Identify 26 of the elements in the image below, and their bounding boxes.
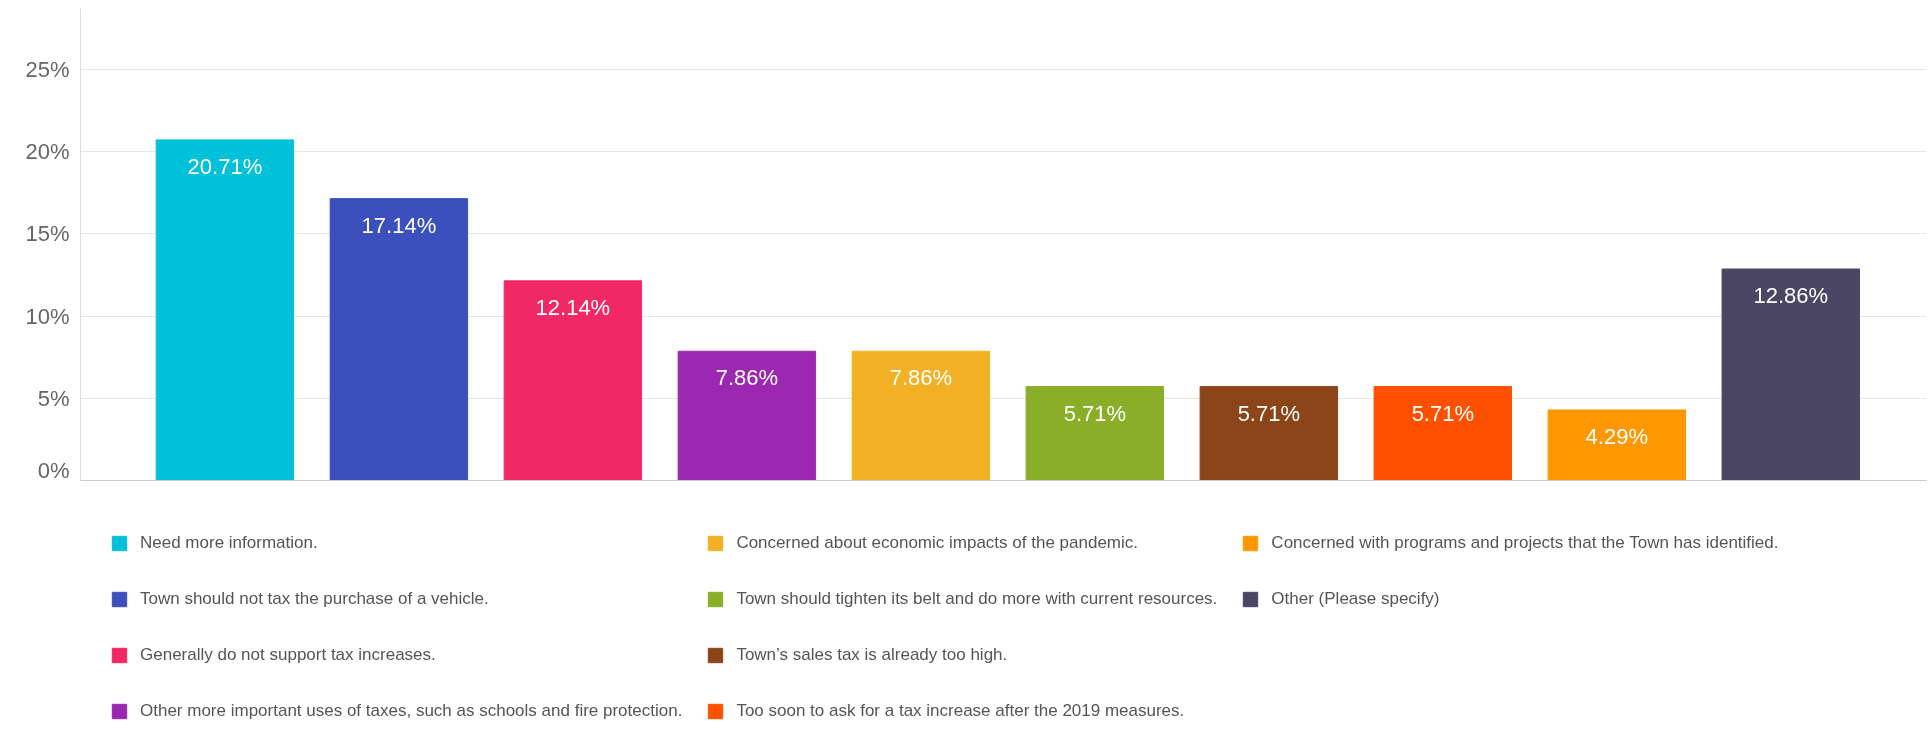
legend-label: Other (Please specify) <box>1271 588 1440 610</box>
data-label: 4.29% <box>1585 423 1648 449</box>
legend-label: Too soon to ask for a tax increase after the 2019 measures. <box>736 700 1185 722</box>
legend-label: Generally do not support tax increases. <box>140 644 436 666</box>
data-label: 20.71% <box>187 153 263 179</box>
data-label: 5.71% <box>1411 400 1475 426</box>
data-label: 5.71% <box>1237 400 1301 426</box>
data-label: 12.14% <box>535 294 611 320</box>
data-label: 7.86% <box>715 365 779 391</box>
y-tick-label: 20% <box>25 139 70 165</box>
legend-label: Town should not tax the purchase of a vehicle. <box>140 588 489 610</box>
y-tick-label: 5% <box>37 385 70 411</box>
legend-label: Concerned about economic impacts of the pandemic. <box>736 532 1138 554</box>
data-label: 17.14% <box>361 212 437 238</box>
data-label: 7.86% <box>889 365 953 391</box>
legend-label: Town’s sales tax is already too high. <box>736 644 1008 666</box>
y-tick-label: 25% <box>25 56 70 82</box>
legend-label: Need more information. <box>140 532 318 554</box>
legend-label: Concerned with programs and projects that the Town has identified. <box>1271 532 1779 554</box>
data-label: 12.86% <box>1753 283 1829 308</box>
y-tick-label: 15% <box>25 221 70 247</box>
legend-label: Other more important uses of taxes, such as schools and fire protection. <box>140 700 683 722</box>
y-tick-label: 10% <box>25 303 70 329</box>
y-tick-label: 0% <box>37 457 70 483</box>
data-label: 5.71% <box>1063 400 1127 426</box>
legend-label: Town should tighten its belt and do more with current resources. <box>736 588 1218 610</box>
